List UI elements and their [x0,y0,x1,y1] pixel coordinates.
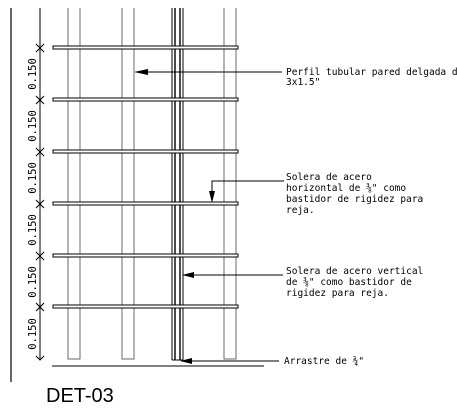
horizontal-soleras [52,45,239,309]
annotation-perfil-line1: Perfil tubular pared delgada de [286,67,457,78]
dimension-label: 0.150 [27,110,39,142]
horizontal-solera [52,97,239,102]
dimension-label: 0.150 [27,214,39,246]
leader-perfil [134,69,282,75]
horizontal-solera [52,45,239,50]
annotation-solera-horizontal-line1: Solera de acero [286,172,372,183]
horizontal-solera [52,201,239,206]
dimension-label: 0.150 [27,266,39,298]
dimension-ticks [35,43,45,361]
detail-title: DET-03 [46,385,114,407]
annotation-perfil-line2: 3x1.5" [286,77,320,88]
annotation-solera-horizontal-line4: reja. [286,205,315,216]
annotation-solera-vertical-line1: Solera de acero vertical [286,266,423,277]
annotation-solera-horizontal-line3: bastidor de rigidez para [286,194,423,205]
dimension-label: 0.150 [27,58,39,90]
annotation-solera-vertical-line2: de ⅜" como bastidor de [286,277,412,288]
horizontal-solera [52,253,239,258]
leader-solera-horizontal [209,180,284,203]
dimension-label: 0.150 [27,318,39,350]
vertical-solera [171,8,184,361]
horizontal-solera [52,304,239,309]
dimension-label: 0.150 [27,162,39,194]
leader-arrastre [180,358,279,364]
horizontal-solera [52,149,239,154]
annotation-arrastre: Arrastre de ¾" [284,356,364,367]
annotation-solera-horizontal-line2: horizontal de ⅜" como [286,183,406,194]
annotation-solera-vertical-line3: rigidez para reja. [286,288,389,299]
leader-solera-vertical [182,272,283,278]
tubular-posts [67,8,237,360]
